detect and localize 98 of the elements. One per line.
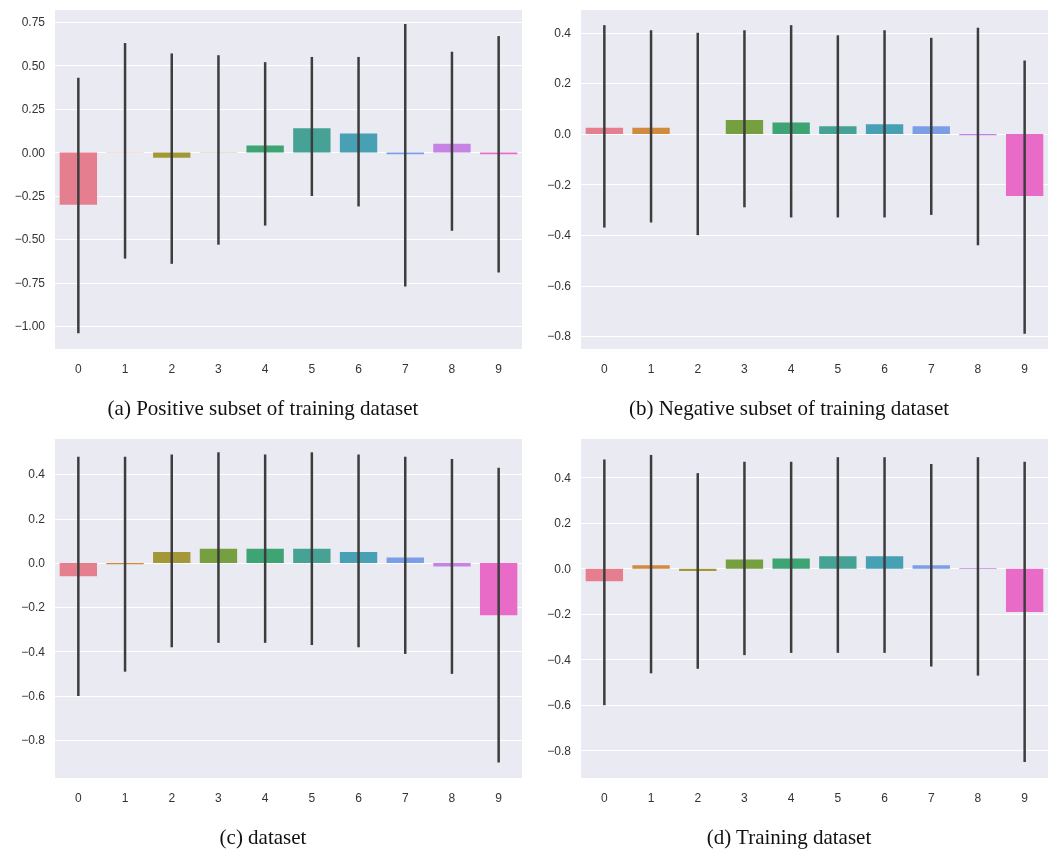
y-tick-label: 0.4 <box>28 467 46 482</box>
text: (b) Negative subset of training dataset <box>628 395 950 420</box>
x-tick-label: 2 <box>694 791 702 805</box>
x-tick-label: 4 <box>787 791 795 805</box>
x-tick-label: 9 <box>1021 791 1029 805</box>
x-tick-label: 8 <box>974 362 982 376</box>
x-tick-label: 3 <box>215 791 223 805</box>
y-tick-label: 0.4 <box>554 25 572 40</box>
y-tick-label: −0.8 <box>547 743 572 758</box>
x-tick-label: 9 <box>495 791 503 805</box>
text: (c) dataset <box>219 824 307 849</box>
y-tick-label: −0.2 <box>21 600 46 615</box>
bar <box>912 126 950 134</box>
y-tick-label: −0.2 <box>547 177 572 192</box>
y-tick-label: 0.2 <box>554 516 572 531</box>
y-tick-label: 0.4 <box>554 470 572 485</box>
x-tick-label: 8 <box>974 791 982 805</box>
x-tick-label: 1 <box>121 791 129 805</box>
x-tick-label: 4 <box>787 362 795 376</box>
bar <box>246 548 284 564</box>
bar <box>1005 568 1044 612</box>
bar <box>293 128 331 153</box>
y-tick-label: −0.50 <box>14 232 46 247</box>
bar <box>725 559 764 569</box>
x-tick-label: 5 <box>834 362 842 376</box>
text: (a) Positive subset of training dataset <box>107 395 419 420</box>
bar <box>772 558 810 569</box>
x-tick-label: 7 <box>401 791 409 805</box>
x-tick-label: 2 <box>694 362 702 376</box>
y-tick-label: 0.00 <box>21 145 46 160</box>
y-tick-label: −0.6 <box>547 698 572 713</box>
x-tick-label: 7 <box>401 362 409 376</box>
x-tick-label: 9 <box>495 362 503 376</box>
y-tick-label: −0.75 <box>14 275 46 290</box>
x-tick-label: 6 <box>355 791 363 805</box>
x-tick-label: 3 <box>741 791 749 805</box>
x-tick-label: 0 <box>75 362 83 376</box>
bar <box>865 556 904 569</box>
x-tick-label: 2 <box>168 791 176 805</box>
y-tick-label: −0.4 <box>21 644 46 659</box>
x-tick-label: 7 <box>927 362 935 376</box>
bar <box>632 565 670 569</box>
y-tick-label: −0.2 <box>547 607 572 622</box>
x-tick-label: 0 <box>601 791 609 805</box>
y-tick-label: 0.2 <box>554 76 572 91</box>
x-tick-label: 8 <box>448 362 456 376</box>
x-tick-label: 4 <box>261 791 269 805</box>
bar <box>725 120 764 134</box>
bar <box>293 548 331 564</box>
y-tick-label: −1.00 <box>14 319 46 334</box>
x-tick-label: 1 <box>647 791 655 805</box>
x-tick-label: 6 <box>355 362 363 376</box>
x-tick-label: 5 <box>308 362 316 376</box>
y-tick-label: 0.25 <box>21 102 46 117</box>
bar <box>433 143 471 153</box>
y-tick-label: −0.4 <box>547 652 572 667</box>
y-tick-label: −0.25 <box>14 189 46 204</box>
bar <box>1005 133 1044 196</box>
y-tick-label: 0.2 <box>28 511 46 526</box>
y-tick-label: 0.50 <box>21 58 46 73</box>
y-tick-label: −0.8 <box>21 733 46 748</box>
bar <box>865 124 904 134</box>
x-tick-label: 9 <box>1021 362 1029 376</box>
x-tick-label: 1 <box>647 362 655 376</box>
bar <box>912 565 950 569</box>
x-tick-label: 3 <box>741 362 749 376</box>
text: (d) Training dataset <box>706 824 872 849</box>
bar <box>339 133 378 153</box>
bar <box>153 152 191 158</box>
bar <box>246 145 284 153</box>
bar <box>772 122 810 134</box>
bar <box>819 126 857 134</box>
x-tick-label: 4 <box>261 362 269 376</box>
x-tick-label: 5 <box>308 791 316 805</box>
x-tick-label: 1 <box>121 362 129 376</box>
x-tick-label: 5 <box>834 791 842 805</box>
bar <box>339 552 378 564</box>
x-tick-label: 0 <box>601 362 609 376</box>
x-tick-label: 3 <box>215 362 223 376</box>
y-tick-label: 0.0 <box>28 556 46 571</box>
x-tick-label: 8 <box>448 791 456 805</box>
y-tick-label: 0.0 <box>554 126 572 141</box>
x-tick-label: 2 <box>168 362 176 376</box>
bar <box>632 127 670 134</box>
x-tick-label: 7 <box>927 791 935 805</box>
bar <box>479 563 518 616</box>
bar <box>153 552 191 564</box>
x-tick-label: 0 <box>75 791 83 805</box>
y-tick-label: −0.8 <box>547 329 572 344</box>
bar <box>819 556 857 569</box>
bar <box>59 152 98 205</box>
y-tick-label: 0.0 <box>554 561 572 576</box>
y-tick-label: −0.4 <box>547 228 572 243</box>
y-tick-label: 0.75 <box>21 15 46 30</box>
x-tick-label: 6 <box>881 362 889 376</box>
x-tick-label: 6 <box>881 791 889 805</box>
y-tick-label: −0.6 <box>547 278 572 293</box>
y-tick-label: −0.6 <box>21 689 46 704</box>
